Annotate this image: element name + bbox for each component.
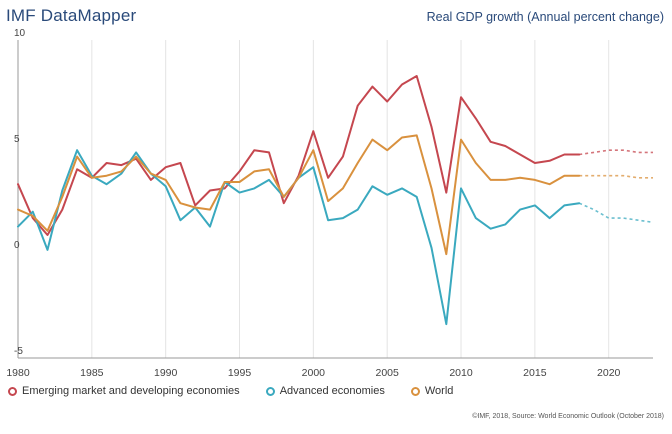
y-tick-label: 0	[14, 240, 20, 251]
series-forecast-line	[579, 149, 653, 156]
brand-title: IMF DataMapper	[6, 6, 137, 25]
x-tick-label: 2010	[449, 367, 473, 379]
x-tick-label: 1990	[154, 367, 178, 379]
legend-label: Advanced economies	[279, 385, 385, 397]
legend-marker-icon	[265, 386, 275, 396]
legend-marker-icon	[410, 386, 420, 396]
legend-item-world[interactable]: World	[410, 385, 454, 397]
series-forecast-line	[579, 174, 653, 179]
legend-label: World	[424, 385, 454, 397]
series-line	[17, 134, 581, 256]
legend-item-advanced[interactable]: Advanced economies	[265, 385, 385, 397]
y-tick-label: 10	[14, 28, 26, 39]
y-tick-label: -5	[14, 346, 23, 357]
series-line	[17, 75, 581, 236]
x-tick-label: 1995	[228, 367, 252, 379]
x-tick-label: 2000	[302, 367, 326, 379]
chart-title: Real GDP growth (Annual percent change)	[426, 10, 664, 24]
x-tick-label: 2005	[376, 367, 400, 379]
x-tick-label: 2015	[523, 367, 547, 379]
series-forecast-line	[578, 202, 654, 224]
chart-legend: Emerging market and developing economies…	[8, 385, 453, 397]
x-tick-label: 1985	[80, 367, 104, 379]
legend-marker-icon	[8, 386, 17, 396]
y-tick-label: 5	[14, 134, 20, 145]
legend-label: Emerging market and developing economies	[22, 385, 240, 397]
x-tick-label: 1980	[6, 367, 30, 379]
legend-item-emerging[interactable]: Emerging market and developing economies	[8, 385, 240, 397]
x-tick-label: 2020	[597, 367, 621, 379]
source-credit: ©IMF, 2018, Source: World Economic Outlo…	[472, 413, 664, 420]
